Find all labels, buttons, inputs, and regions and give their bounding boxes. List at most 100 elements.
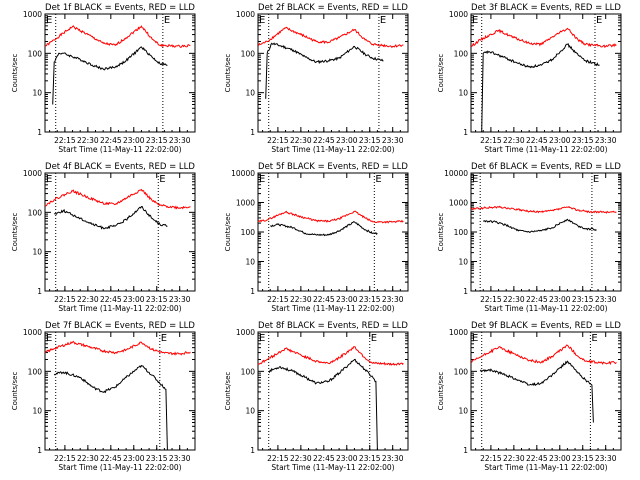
x-tick-label: 22:45 xyxy=(526,295,548,304)
x-axis-label: Start Time (11-May-11 22:02:00) xyxy=(58,145,181,154)
x-tick-label: 22:15 xyxy=(267,136,289,145)
panel-title: Det 6f BLACK = Events, RED = LLD xyxy=(471,162,621,172)
event-marker-label: E xyxy=(164,15,170,26)
x-tick-label: 22:45 xyxy=(100,295,122,304)
y-tick-label: 10 xyxy=(245,258,255,267)
panel-det-7: Det 7f BLACK = Events, RED = LLD 1 10 100 10… xyxy=(11,321,196,472)
y-tick-label: 10 xyxy=(245,89,255,98)
y-tick-label: 100 xyxy=(241,367,256,376)
x-tick-label: 22:15 xyxy=(54,454,76,463)
series-lld-red xyxy=(44,340,191,356)
plot-frame xyxy=(470,172,622,292)
x-tick-label: 23:00 xyxy=(549,295,571,304)
series-events-black xyxy=(268,358,378,451)
series-lld-red xyxy=(470,27,617,49)
y-axis-label: Counts/sec xyxy=(224,213,232,252)
event-marker-label: E xyxy=(161,333,167,344)
x-tick-label: 23:30 xyxy=(595,295,617,304)
x-tick-label: 22:45 xyxy=(100,136,122,145)
x-tick-label: 22:45 xyxy=(526,136,548,145)
y-tick-label: 10 xyxy=(458,407,468,416)
plot-frame xyxy=(44,172,196,292)
y-tick-label: 1 xyxy=(463,446,468,455)
x-axis-label: Start Time (11-May-11 22:02:00) xyxy=(484,145,607,154)
x-tick-label: 23:00 xyxy=(336,136,358,145)
panel-title: Det 7f BLACK = Events, RED = LLD xyxy=(45,321,195,331)
x-tick-label: 22:45 xyxy=(313,295,335,304)
y-tick-label: 1000 xyxy=(236,199,255,208)
y-tick-label: 10000 xyxy=(231,169,255,178)
event-marker-label: E xyxy=(371,333,377,344)
x-axis-label: Start Time (11-May-11 22:02:00) xyxy=(484,304,607,313)
event-marker-label: E xyxy=(46,333,52,344)
y-tick-label: 1 xyxy=(37,446,42,455)
y-tick-label: 10 xyxy=(458,258,468,267)
x-tick-label: 22:15 xyxy=(480,136,502,145)
series-events-black xyxy=(53,364,168,451)
panel-det-3: Det 3f BLACK = Events, RED = LLD 1 10 100 10… xyxy=(437,3,622,154)
y-tick-label: 100 xyxy=(454,367,469,376)
x-tick-label: 23:15 xyxy=(146,136,168,145)
plot-frame xyxy=(257,331,409,451)
panel-det-5: Det 5f BLACK = Events, RED = LLD 1 10 100 10… xyxy=(224,162,409,313)
plot-frame xyxy=(257,13,409,133)
y-tick-label: 1000 xyxy=(449,10,468,19)
y-tick-label: 1000 xyxy=(23,169,42,178)
x-tick-label: 23:00 xyxy=(336,454,358,463)
y-tick-label: 1 xyxy=(250,128,255,137)
series-events-black xyxy=(270,221,378,237)
y-axis-label: Counts/sec xyxy=(11,213,19,252)
x-axis-label: Start Time (11-May-11 22:02:00) xyxy=(484,463,607,472)
series-lld-red xyxy=(257,346,404,366)
event-marker-label: E xyxy=(259,333,265,344)
x-tick-label: 22:30 xyxy=(290,454,312,463)
x-tick-label: 23:30 xyxy=(169,454,191,463)
y-tick-label: 100 xyxy=(28,208,43,217)
panel-title: Det 9f BLACK = Events, RED = LLD xyxy=(471,321,621,331)
event-marker-label: E xyxy=(593,174,599,185)
panel-title: Det 2f BLACK = Events, RED = LLD xyxy=(258,3,408,13)
x-tick-label: 22:15 xyxy=(480,454,502,463)
x-tick-label: 23:15 xyxy=(146,295,168,304)
y-tick-label: 100 xyxy=(241,49,256,58)
x-tick-label: 23:15 xyxy=(572,136,594,145)
panel-title: Det 4f BLACK = Events, RED = LLD xyxy=(45,162,195,172)
plot-frame xyxy=(470,13,622,133)
x-tick-label: 22:15 xyxy=(480,295,502,304)
x-tick-label: 22:45 xyxy=(526,454,548,463)
y-axis-label: Counts/sec xyxy=(437,372,445,411)
series-events-black xyxy=(481,43,600,133)
x-tick-label: 23:00 xyxy=(123,454,145,463)
series-lld-red xyxy=(470,344,617,366)
x-tick-label: 23:15 xyxy=(572,295,594,304)
x-tick-label: 22:30 xyxy=(77,136,99,145)
series-lld-red xyxy=(257,210,404,224)
event-marker-label: E xyxy=(472,15,478,26)
x-tick-label: 23:00 xyxy=(336,295,358,304)
plot-frame xyxy=(44,331,196,451)
x-tick-label: 23:00 xyxy=(123,136,145,145)
y-tick-label: 1000 xyxy=(23,328,42,337)
x-tick-label: 22:30 xyxy=(77,454,99,463)
x-tick-label: 22:45 xyxy=(313,136,335,145)
x-tick-label: 22:15 xyxy=(267,454,289,463)
event-marker-label: E xyxy=(46,15,52,26)
y-tick-label: 1 xyxy=(37,287,42,296)
event-marker-label: E xyxy=(46,174,52,185)
x-tick-label: 23:30 xyxy=(595,454,617,463)
plot-frame xyxy=(44,13,196,133)
x-tick-label: 22:15 xyxy=(54,136,76,145)
x-tick-label: 23:30 xyxy=(595,136,617,145)
event-marker-label: E xyxy=(159,174,165,185)
x-tick-label: 23:30 xyxy=(382,454,404,463)
x-tick-label: 23:30 xyxy=(169,295,191,304)
series-lld-red xyxy=(470,205,617,214)
event-marker-label: E xyxy=(472,174,478,185)
y-tick-label: 1 xyxy=(463,287,468,296)
x-tick-label: 23:30 xyxy=(382,295,404,304)
y-tick-label: 1 xyxy=(250,287,255,296)
x-tick-label: 22:15 xyxy=(54,295,76,304)
x-tick-label: 22:15 xyxy=(267,295,289,304)
event-marker-label: E xyxy=(259,174,265,185)
